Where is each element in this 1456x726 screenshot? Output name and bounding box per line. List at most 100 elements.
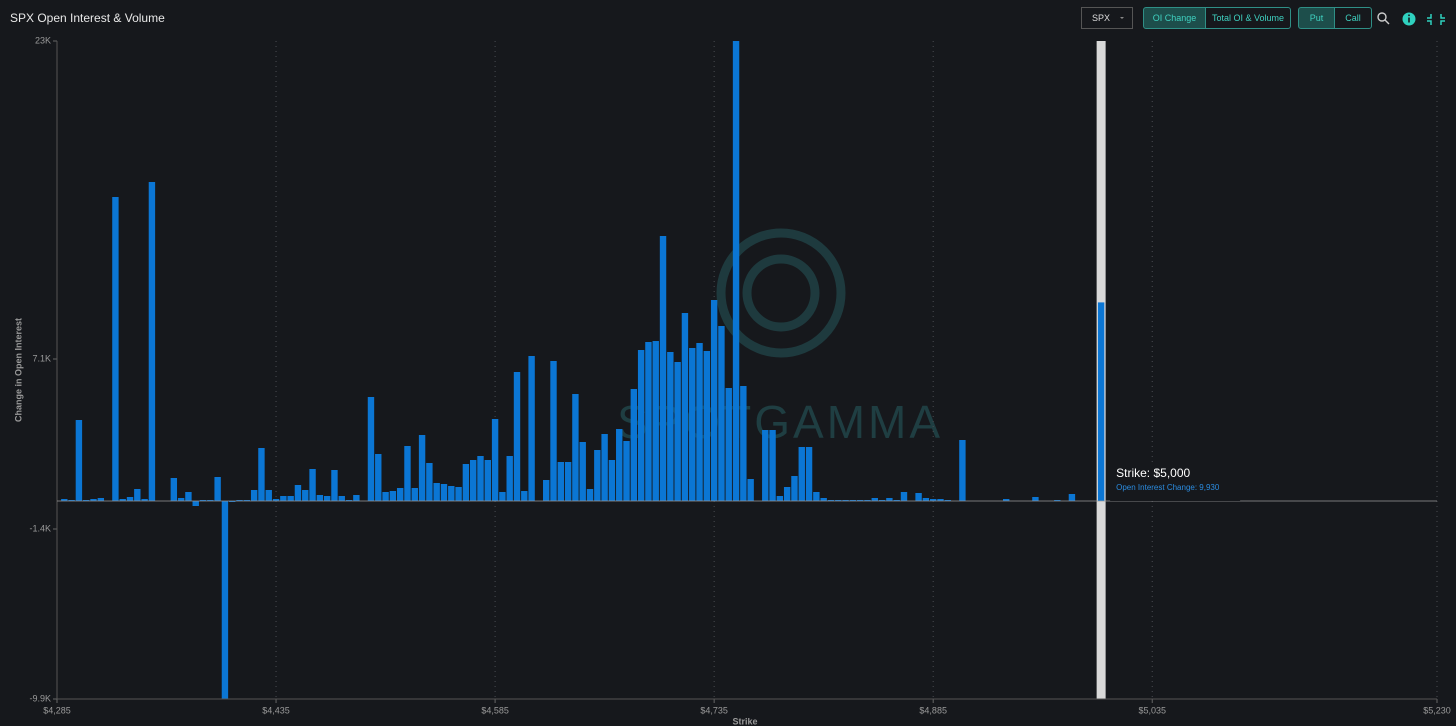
bar (272, 499, 280, 501)
bar (703, 351, 711, 501)
bar (762, 430, 769, 501)
bar (849, 500, 857, 501)
bar (170, 478, 178, 501)
search-icon[interactable] (1377, 12, 1390, 25)
bar (893, 500, 900, 501)
bar (835, 500, 842, 501)
bar (148, 182, 156, 501)
bar (316, 495, 324, 501)
bar (185, 492, 192, 501)
bar (579, 442, 586, 501)
x-tick-label: $5,230 (1423, 705, 1451, 715)
x-tick-label: $4,885 (919, 705, 947, 715)
bar (258, 448, 265, 501)
bar (484, 460, 491, 501)
bar (637, 350, 645, 501)
bar (214, 477, 221, 501)
bar (871, 498, 878, 501)
bar (404, 446, 411, 501)
bar (375, 454, 382, 501)
bar (543, 480, 550, 501)
tooltip: Strike: $5,000 Open Interest Change: 9,93… (1110, 463, 1241, 501)
bar (477, 456, 484, 501)
tab-button[interactable]: OI Change (1143, 7, 1206, 29)
bar (564, 462, 572, 501)
side-button[interactable]: Put (1298, 7, 1335, 29)
bar (331, 470, 338, 501)
bar (827, 500, 835, 501)
bar (732, 41, 740, 501)
bar (959, 440, 966, 501)
bar (674, 362, 681, 501)
bar (426, 463, 433, 501)
bar (302, 490, 309, 501)
bar (594, 450, 601, 501)
bar (141, 499, 148, 501)
side-button[interactable]: Call (1334, 7, 1372, 29)
bar (1032, 497, 1039, 501)
bar (667, 352, 674, 501)
bar (623, 441, 630, 501)
bar (718, 326, 725, 501)
bar (469, 460, 477, 501)
bar (601, 434, 608, 501)
bar (192, 501, 199, 506)
collapse-icon[interactable] (1427, 14, 1445, 25)
bar (886, 498, 893, 501)
bar (455, 487, 462, 501)
bar (630, 389, 638, 501)
bar (813, 492, 820, 501)
info-icon[interactable] (1402, 12, 1416, 26)
bar (323, 496, 331, 501)
bar (250, 490, 258, 501)
x-tick-label: $5,035 (1138, 705, 1166, 715)
bar (243, 500, 251, 501)
bar (1068, 494, 1076, 501)
bar (491, 419, 499, 501)
bar (440, 484, 448, 501)
bar (499, 492, 506, 501)
bar (747, 479, 754, 501)
symbol-select[interactable]: SPX (1081, 7, 1133, 29)
x-tick-label: $4,585 (481, 705, 509, 715)
bar (842, 500, 849, 501)
bar (280, 496, 287, 501)
bar (75, 420, 83, 501)
bar (61, 499, 68, 501)
bar (645, 342, 652, 501)
bar (864, 500, 871, 501)
bar (418, 435, 426, 501)
x-tick-label: $4,435 (262, 705, 290, 715)
bar (944, 500, 951, 501)
bar (513, 372, 521, 501)
watermark-logo (716, 228, 846, 358)
bar (769, 430, 776, 501)
bar (229, 501, 236, 502)
bar (710, 300, 718, 501)
bar (740, 386, 747, 501)
bar (119, 499, 126, 501)
tooltip-box (1110, 463, 1241, 501)
bar (90, 499, 97, 501)
y-tick-label: -1.4K (29, 523, 51, 533)
page-title: SPX Open Interest & Volume (10, 11, 165, 25)
y-tick-label: 7.1K (32, 353, 51, 363)
bar (338, 496, 345, 501)
bar (689, 348, 696, 501)
bar (112, 197, 119, 501)
bar (922, 498, 930, 501)
bar (557, 462, 565, 501)
tooltip-title: Strike: $5,000 (1116, 466, 1190, 480)
bar (856, 500, 864, 501)
tab-button[interactable]: Total OI & Volume (1205, 7, 1291, 29)
bar (798, 447, 805, 501)
bar (68, 500, 75, 501)
bar (433, 483, 440, 501)
bar (820, 498, 827, 501)
bar (126, 497, 134, 501)
bar (134, 489, 141, 501)
bar (367, 397, 375, 501)
bar (287, 496, 294, 501)
